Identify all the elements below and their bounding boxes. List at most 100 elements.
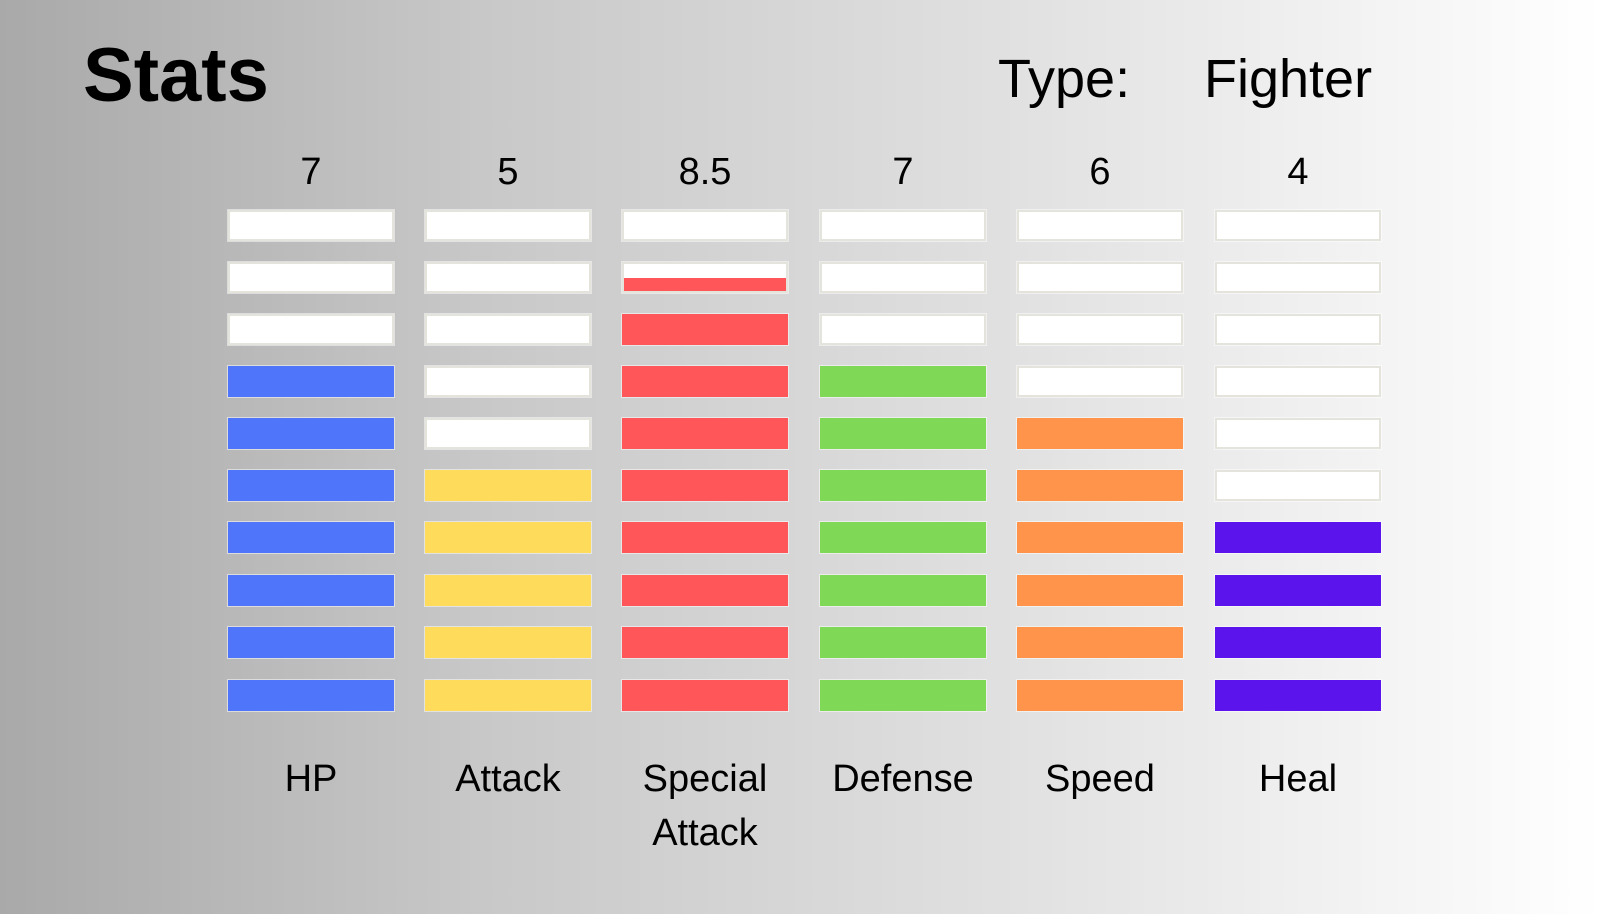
stat-label: HP <box>284 758 338 800</box>
stat-bar-segment <box>1215 627 1381 658</box>
stat-bar-segment <box>228 680 394 711</box>
stat-bar-segment <box>1215 522 1381 553</box>
stat-label: Special Attack <box>642 758 768 854</box>
stat-bar-fill <box>230 682 392 709</box>
stat-value: 7 <box>892 151 914 193</box>
stat-bar-segment <box>622 522 788 553</box>
stat-column-special-attack: 8.5 Special Attack <box>622 0 788 914</box>
stat-bar-segment <box>425 366 591 397</box>
stat-bar-segment <box>622 627 788 658</box>
stat-bar-fill <box>427 524 589 551</box>
stat-bar-segment <box>228 262 394 293</box>
stat-bar-segment <box>1215 575 1381 606</box>
stat-column-hp: 7 HP <box>228 0 394 914</box>
stat-bar-fill <box>822 682 984 709</box>
stat-bar-segment <box>1215 470 1381 501</box>
stat-column-heal: 4 Heal <box>1215 0 1381 914</box>
stat-bar-fill <box>624 277 786 291</box>
stat-value: 8.5 <box>678 151 732 193</box>
stat-bar-segment <box>228 210 394 241</box>
stat-column-speed: 6 Speed <box>1017 0 1183 914</box>
stat-bar-fill <box>230 524 392 551</box>
stat-bar-fill <box>427 577 589 604</box>
stat-bar-segment <box>228 314 394 345</box>
stat-bar-segment <box>1017 680 1183 711</box>
stat-label: Attack <box>455 758 561 800</box>
stat-bar-segment <box>425 470 591 501</box>
stat-bar-segment <box>1017 262 1183 293</box>
stat-bar-segment <box>1017 418 1183 449</box>
stat-bar-segment <box>622 210 788 241</box>
stat-bar-segment <box>622 262 788 293</box>
stat-bar-fill <box>1019 420 1181 447</box>
stat-bar-segment <box>820 262 986 293</box>
stat-bar-segment <box>820 575 986 606</box>
stat-bar-fill <box>1019 629 1181 656</box>
stat-bar-fill <box>624 472 786 499</box>
stat-bar-fill <box>427 682 589 709</box>
stat-bar-segment <box>228 627 394 658</box>
stat-bar-fill <box>427 629 589 656</box>
stat-bar-segment <box>1215 418 1381 449</box>
stat-bar-segment <box>228 522 394 553</box>
stat-bar-segment <box>425 680 591 711</box>
stat-bar-segment <box>425 627 591 658</box>
stat-bar-fill <box>230 420 392 447</box>
stat-bar-segment <box>820 522 986 553</box>
stat-bar-segment <box>820 314 986 345</box>
stat-bar-segment <box>1215 262 1381 293</box>
stat-bar-fill <box>624 577 786 604</box>
stat-value: 7 <box>300 151 322 193</box>
stat-bar-fill <box>624 368 786 395</box>
stat-bar-segment <box>622 680 788 711</box>
stat-bar-fill <box>624 524 786 551</box>
stat-bar-fill <box>822 368 984 395</box>
stat-bar-fill <box>624 316 786 343</box>
stat-column-defense: 7 Defense <box>820 0 986 914</box>
stat-bar-segment <box>1215 314 1381 345</box>
stat-bar-segment <box>1215 366 1381 397</box>
stat-value: 6 <box>1089 151 1111 193</box>
stat-bar-fill <box>230 472 392 499</box>
stat-bar-fill <box>1217 577 1379 604</box>
stat-bar-segment <box>425 522 591 553</box>
stat-bar-segment <box>1017 314 1183 345</box>
stat-bar-segment <box>820 680 986 711</box>
stat-bar-segment <box>1017 366 1183 397</box>
stat-bar-segment <box>1017 575 1183 606</box>
stat-bar-segment <box>1017 522 1183 553</box>
stat-bar-segment <box>1017 210 1183 241</box>
stat-bar-segment <box>622 470 788 501</box>
stat-bar-segment <box>1215 680 1381 711</box>
stat-bar-fill <box>1019 682 1181 709</box>
stat-bar-segment <box>228 366 394 397</box>
stat-value: 5 <box>497 151 519 193</box>
stat-bar-segment <box>820 366 986 397</box>
stat-label: Speed <box>1045 758 1155 800</box>
stat-bar-fill <box>230 629 392 656</box>
stat-bar-segment <box>1017 470 1183 501</box>
stat-bar-segment <box>228 418 394 449</box>
stat-bar-fill <box>427 472 589 499</box>
stat-bar-segment <box>425 314 591 345</box>
stats-title: Stats <box>83 33 269 118</box>
type-label: Type: <box>998 49 1131 109</box>
stat-bar-fill <box>822 577 984 604</box>
stat-column-attack: 5 Attack <box>425 0 591 914</box>
stat-bar-segment <box>622 314 788 345</box>
stat-bar-fill <box>230 368 392 395</box>
stat-bar-segment <box>622 366 788 397</box>
stat-bar-segment <box>1215 210 1381 241</box>
stat-label: Heal <box>1258 758 1338 800</box>
stat-bar-segment <box>622 575 788 606</box>
type-value: Fighter <box>1204 49 1373 109</box>
stat-bar-fill <box>822 629 984 656</box>
stat-bar-segment <box>425 210 591 241</box>
stat-bar-fill <box>624 629 786 656</box>
stat-bar-segment <box>622 418 788 449</box>
stat-bar-segment <box>820 627 986 658</box>
stat-bar-segment <box>425 418 591 449</box>
stat-bar-segment <box>1017 627 1183 658</box>
stat-bar-segment <box>228 575 394 606</box>
stat-bar-fill <box>1019 577 1181 604</box>
